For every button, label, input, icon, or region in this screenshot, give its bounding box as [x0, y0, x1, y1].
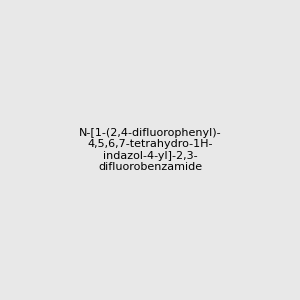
Text: N-[1-(2,4-difluorophenyl)-
4,5,6,7-tetrahydro-1H-
indazol-4-yl]-2,3-
difluoroben: N-[1-(2,4-difluorophenyl)- 4,5,6,7-tetra…	[79, 128, 221, 172]
